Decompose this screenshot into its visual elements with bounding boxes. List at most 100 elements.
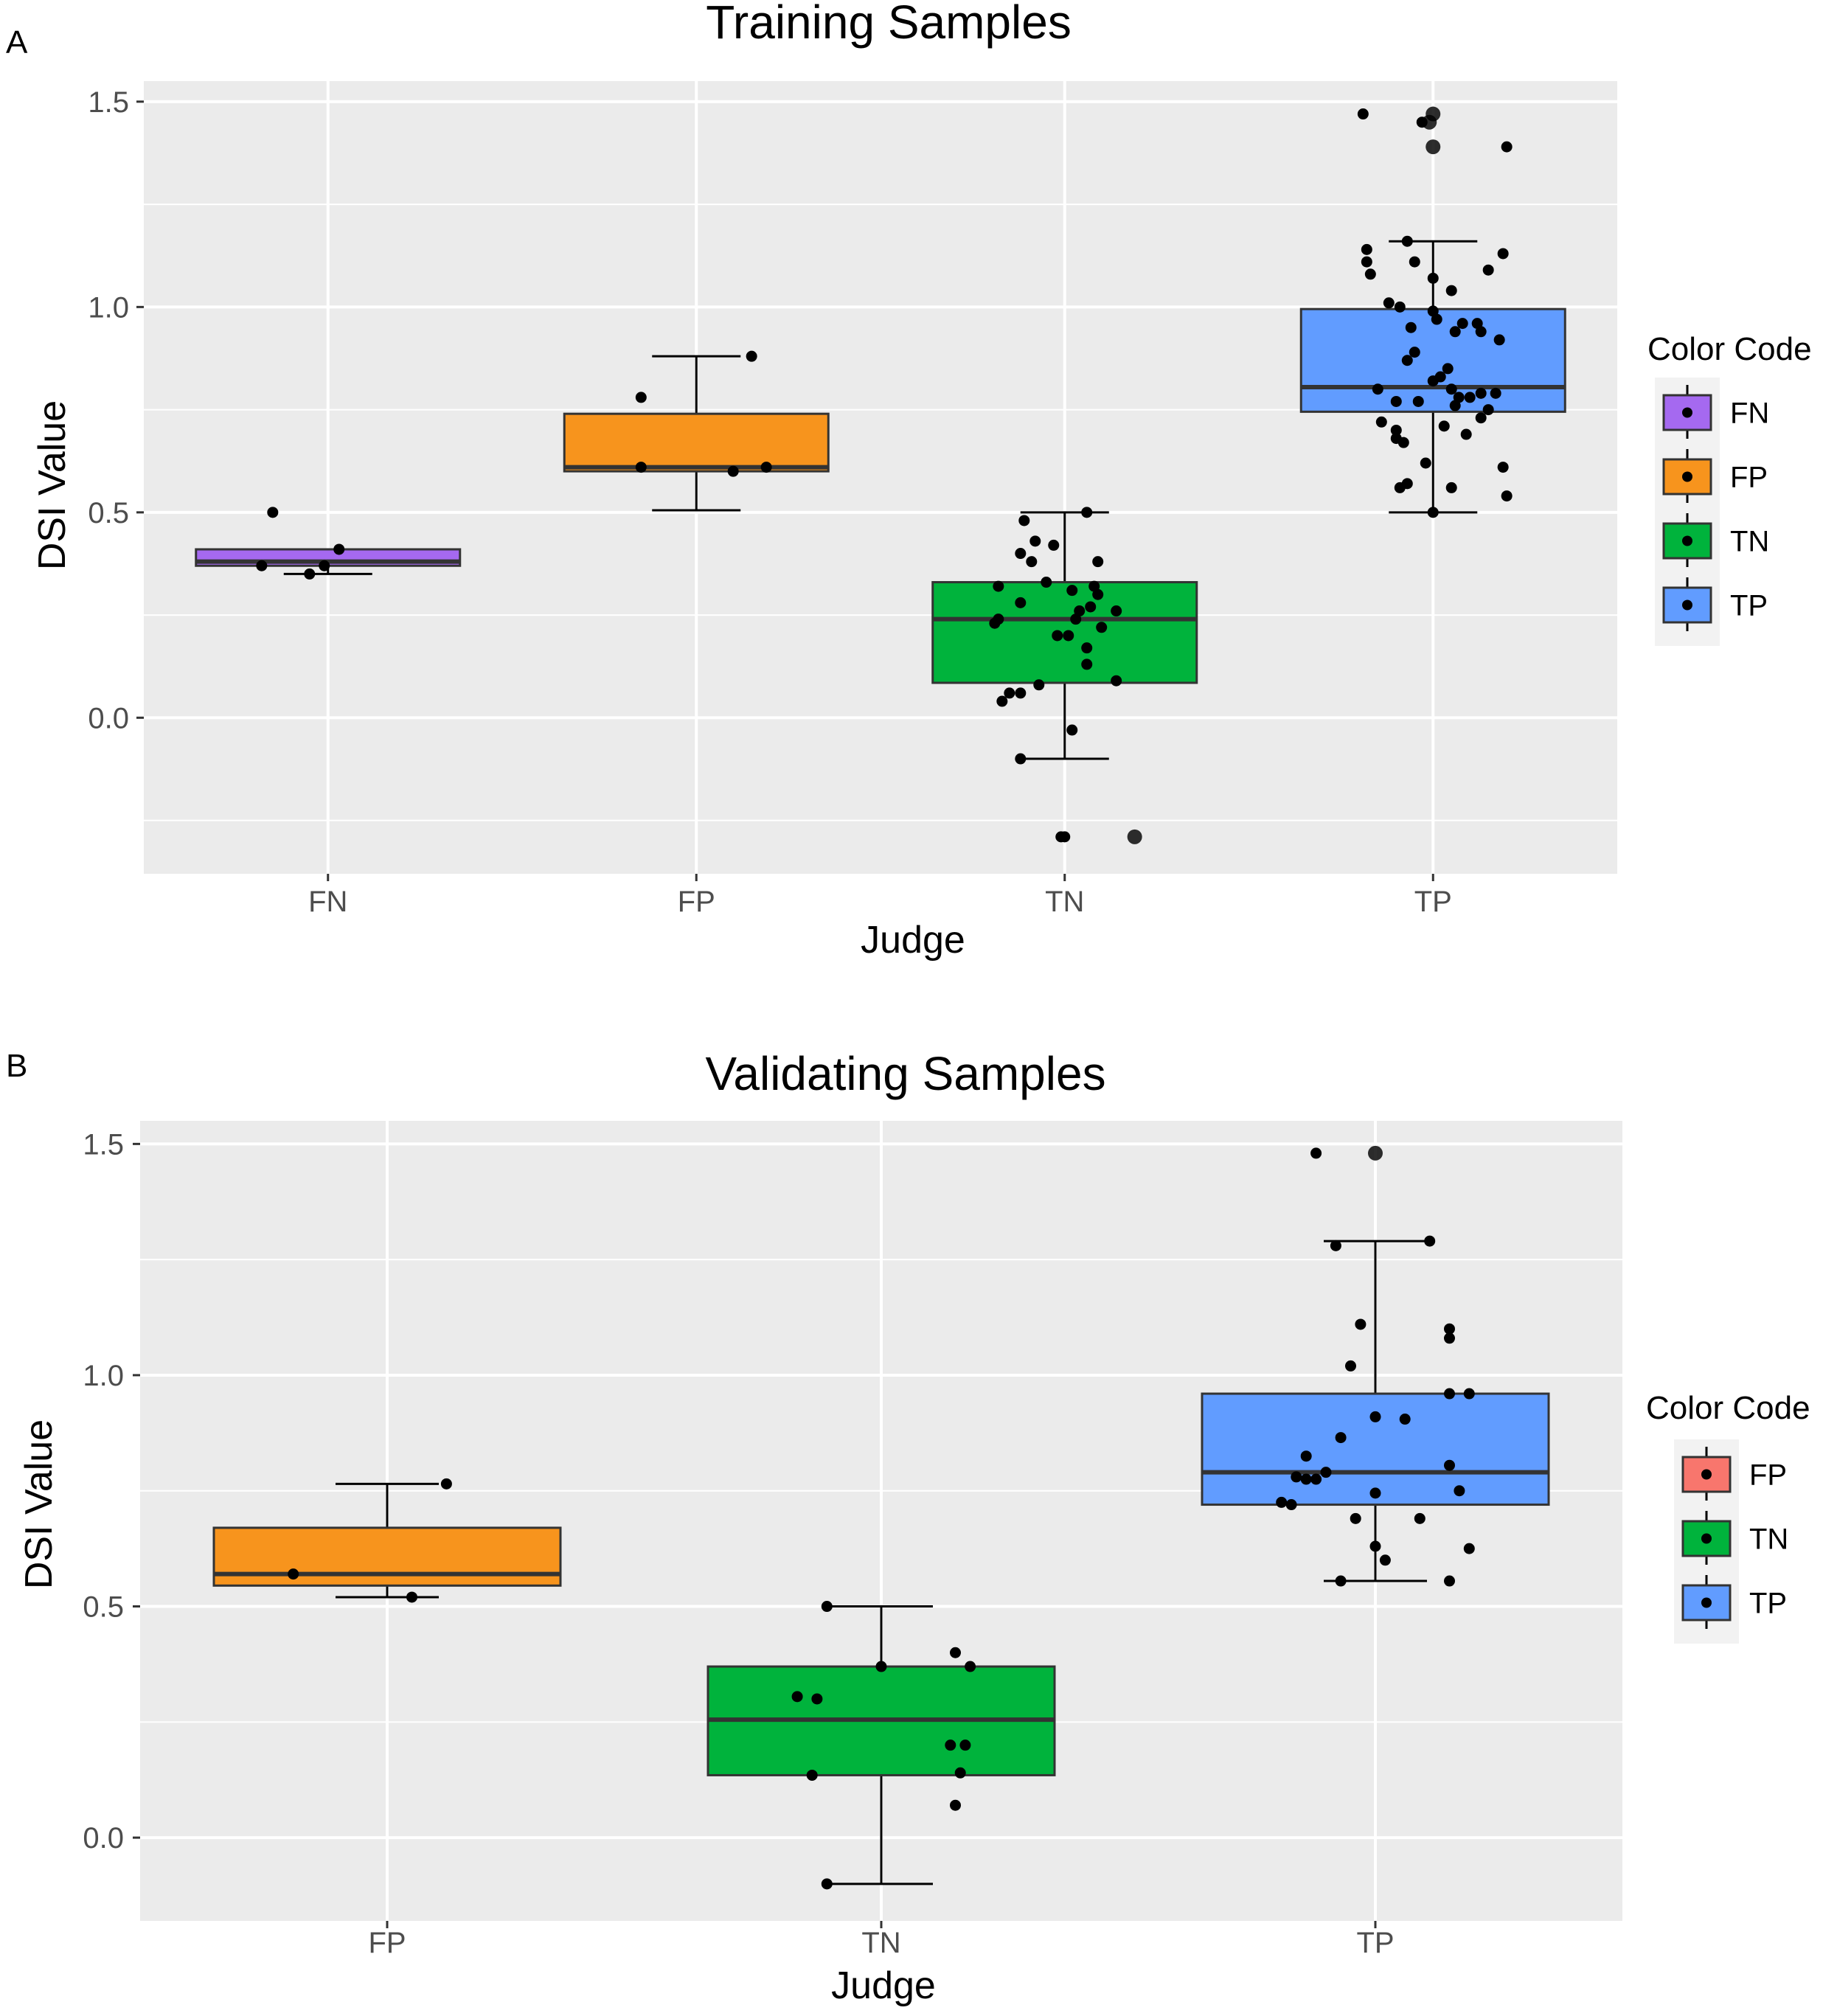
panel-b-point-tn	[950, 1647, 961, 1658]
panel-a-x-axis-label: Judge	[861, 919, 965, 962]
panel-b-legend-key-tn: TN	[1681, 1511, 1788, 1565]
panel-b-point-tn	[821, 1878, 833, 1890]
panel-b-legend-key-fp: FP	[1681, 1447, 1787, 1501]
panel-a-point-tn	[1081, 642, 1093, 654]
panel-a-point-tn	[1081, 507, 1093, 518]
panel-a-y-tick-label: 1.0	[88, 291, 129, 324]
panel-b-plot: 0.0 0.5 1.0 1.5 FP TN TP	[83, 1121, 1622, 1959]
panel-a-legend-key-fn-point	[1682, 407, 1692, 418]
panel-a-point-tp	[1456, 318, 1468, 330]
panel-a-point-tp	[1482, 264, 1494, 276]
panel-a-point-tp	[1426, 106, 1441, 122]
panel-b-x-tick-label-tn: TN	[861, 1927, 900, 1959]
panel-b-y-tick-label: 1.5	[83, 1128, 124, 1161]
panel-a-y-tick-label: 0.0	[88, 702, 129, 734]
panel-a-point-tp	[1431, 313, 1442, 325]
panel-a-legend-key-tn-point	[1682, 535, 1692, 546]
panel-a-point-tp	[1409, 256, 1420, 268]
panel-b-point-tp	[1335, 1575, 1347, 1587]
panel-a-legend-key-tp: TP	[1662, 577, 1768, 631]
panel-b-point-tp	[1345, 1360, 1356, 1372]
panel-a-point-tp	[1420, 457, 1431, 469]
panel-a-point-tp	[1397, 437, 1409, 448]
panel-a-point-tp	[1409, 347, 1420, 358]
panel-b-point-tp	[1369, 1540, 1381, 1552]
panel-a-legend-key-fp-label: FP	[1730, 462, 1768, 494]
panel-a-point-tp	[1390, 395, 1402, 407]
panel-a-point-tp	[1390, 424, 1402, 436]
panel-a-point-tn	[1070, 614, 1082, 625]
panel-a-point-tn	[1018, 515, 1030, 526]
panel-a-legend-key-tp-label: TP	[1730, 590, 1768, 622]
panel-b-legend-key-fp-label: FP	[1749, 1459, 1787, 1492]
panel-a-point-tn	[1063, 630, 1074, 642]
panel-a-y-tick-label: 1.5	[88, 86, 129, 119]
panel-b-legend: Color Code FP TN TP	[1646, 1390, 1810, 1644]
panel-b-point-tp	[1379, 1554, 1391, 1566]
panel-b-point-tn	[811, 1693, 823, 1705]
panel-a-point-tp	[1438, 420, 1450, 432]
panel-b-point-tp	[1310, 1147, 1322, 1159]
panel-a-point-fn	[304, 568, 316, 580]
panel-a-point-tp	[1394, 301, 1406, 313]
panel-b-point-tp	[1414, 1512, 1426, 1524]
panel-a-point-tn	[996, 695, 1008, 707]
panel-a-point-tn	[1026, 556, 1038, 568]
panel-a-point-tp	[1401, 235, 1413, 247]
panel-b-title: Validating Samples	[705, 1047, 1105, 1100]
panel-b-box-fp-iqr	[212, 1526, 562, 1587]
panel-a-point-tp	[1427, 507, 1439, 518]
panel-a-point-tn	[1029, 535, 1041, 547]
panel-b-point-tp	[1335, 1432, 1347, 1444]
panel-a-legend-key-fn-label: FN	[1730, 397, 1769, 430]
panel-a-legend-key-fn: FN	[1662, 385, 1769, 439]
panel-a-point-tp	[1442, 363, 1454, 375]
panel-a-point-tn	[1015, 548, 1027, 560]
panel-b-x-tick-label-tp: TP	[1356, 1927, 1394, 1959]
panel-b-legend-key-tp-point	[1701, 1597, 1712, 1608]
panel-b-point-tp	[1463, 1543, 1475, 1554]
panel-b-box-fp	[212, 1482, 562, 1599]
panel-b-point-tp	[1276, 1496, 1288, 1508]
panel-b-legend-key-tp: TP	[1681, 1575, 1787, 1629]
panel-a-point-tn	[989, 617, 1001, 629]
panel-b-point-tp	[1444, 1459, 1455, 1471]
panel-a-point-tn	[1015, 597, 1027, 608]
panel-a-point-tn	[1015, 687, 1027, 699]
panel-a-point-tn	[1085, 601, 1097, 613]
panel-a-point-tp	[1445, 482, 1457, 493]
panel-b-point-fp	[406, 1591, 417, 1603]
panel-a-point-tn	[1015, 753, 1027, 765]
panel-a-point-tp	[1475, 412, 1487, 424]
panel-a-point-tn	[993, 580, 1004, 592]
panel-b-point-tp	[1368, 1145, 1383, 1161]
panel-a-x-tick-label-tp: TP	[1414, 886, 1452, 918]
panel-b-point-tp	[1444, 1388, 1455, 1400]
panel-a-y-tick-label: 0.5	[88, 497, 129, 529]
panel-a-legend-title: Color Code	[1647, 331, 1812, 367]
panel-a-point-tn	[1066, 724, 1078, 736]
panel-a-title: Training Samples	[706, 0, 1072, 49]
panel-b-point-tn	[821, 1601, 833, 1613]
panel-a-point-fn	[256, 560, 268, 571]
panel-a-x-tick-label-fp: FP	[678, 886, 715, 918]
panel-b-point-tp	[1424, 1235, 1436, 1247]
panel-a-point-tp	[1426, 139, 1441, 155]
panel-b-point-tp	[1369, 1487, 1381, 1499]
panel-b-point-tn	[791, 1691, 803, 1703]
panel-a-point-tp	[1361, 256, 1372, 268]
panel-b-point-tp	[1330, 1240, 1341, 1251]
panel-b-point-tn	[875, 1661, 887, 1672]
panel-b: B Validating Samples 0.00.51.01.5FP TN TP …	[6, 1047, 1810, 2007]
panel-a-point-tn	[1096, 622, 1108, 633]
panel-a-point-fn	[267, 507, 279, 518]
panel-a-legend-key-tp-point	[1682, 599, 1692, 611]
panel-b-point-tn	[954, 1767, 966, 1779]
panel-a-point-tp	[1445, 285, 1457, 296]
panel-a-point-tn	[1048, 539, 1060, 551]
panel-a-point-tp	[1445, 383, 1457, 395]
panel-b-point-tp	[1300, 1450, 1312, 1462]
panel-b-point-tn	[965, 1661, 976, 1672]
panel-a-point-tp	[1497, 462, 1509, 473]
